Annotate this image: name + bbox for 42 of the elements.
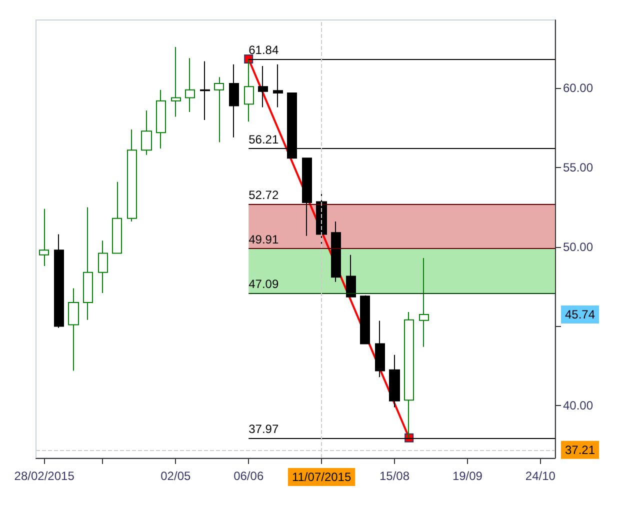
candlestick	[171, 46, 181, 118]
candlestick	[214, 76, 224, 143]
candlestick	[68, 288, 79, 372]
y-tick-label: 55.00	[563, 160, 594, 175]
text: 45.74	[565, 308, 596, 322]
candlestick	[54, 234, 64, 328]
candlestick	[83, 206, 93, 320]
candlestick	[360, 294, 370, 344]
ref-line-label: 37.97	[248, 422, 279, 436]
ref-line-label: 37.21	[565, 442, 596, 457]
y-tick-label: 40.00	[563, 398, 594, 413]
x-tick-label: 24/10	[525, 469, 556, 483]
x-tick-label: 06/06	[234, 469, 264, 483]
x-tick-label: 19/09	[452, 469, 483, 483]
ref-line-label: 56.21	[248, 132, 279, 146]
y-tick-label: 60.00	[563, 81, 594, 96]
candlestick	[98, 240, 108, 294]
candlestick	[229, 64, 239, 138]
candlestick	[331, 221, 341, 282]
x-tick-label: 28/02/2015	[14, 469, 75, 483]
y-tick-label: 50.00	[563, 240, 594, 254]
x-tick-label: 02/05	[160, 469, 191, 483]
ref-line-label: 52.72	[248, 188, 279, 202]
ref-line-label: 11/07/2015	[292, 470, 352, 484]
candlestick	[141, 110, 152, 156]
candlestick	[302, 158, 312, 236]
candlestick	[156, 89, 166, 150]
candlestick	[375, 320, 385, 378]
ref-line-label: 61.84	[248, 43, 279, 58]
candlestick	[346, 254, 356, 298]
ref-line-label: 49.91	[248, 232, 279, 246]
candlestick	[127, 129, 137, 222]
candlestick	[419, 258, 429, 348]
candlestick	[39, 208, 49, 266]
candlestick	[273, 64, 283, 108]
ref-line-label: 47.09	[248, 277, 279, 292]
candlestick	[112, 181, 122, 254]
x-tick-label: 15/08	[379, 469, 410, 483]
candlestick	[200, 60, 210, 120]
candlestick	[258, 66, 268, 108]
candlestick	[389, 354, 400, 408]
candlestick	[185, 58, 195, 113]
